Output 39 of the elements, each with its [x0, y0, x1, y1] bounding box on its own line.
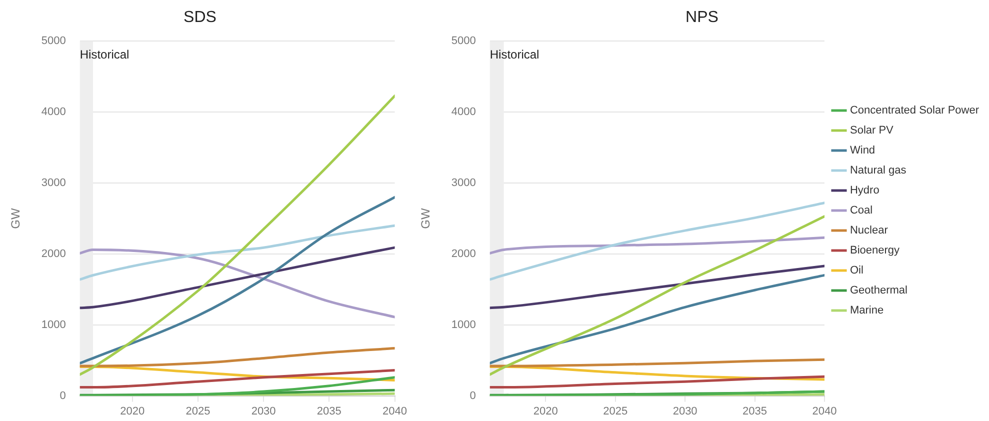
- y-tick-label: 4000: [451, 106, 476, 118]
- y-tick-label: 0: [470, 390, 476, 402]
- legend-label: Natural gas: [850, 164, 907, 177]
- x-tick-label: 2040: [812, 405, 837, 418]
- y-axis-title: GW: [418, 208, 433, 229]
- chart-title: NPS: [686, 9, 718, 26]
- x-tick-label: 2020: [120, 405, 145, 418]
- x-tick-label: 2030: [251, 405, 276, 418]
- x-tick-label: 2030: [672, 405, 698, 418]
- y-tick-label: 1000: [451, 318, 476, 331]
- legend-label: Nuclear: [850, 224, 888, 237]
- y-tick-label: 5000: [41, 35, 66, 48]
- y-tick-label: 1000: [41, 318, 66, 331]
- legend-label: Oil: [850, 264, 864, 277]
- y-tick-label: 3000: [451, 177, 476, 190]
- legend-label: Marine: [850, 304, 884, 317]
- x-tick-label: 2025: [186, 405, 210, 418]
- y-tick-label: 0: [60, 390, 66, 402]
- legend-label: Concentrated Solar Power: [850, 104, 980, 117]
- legend-label: Solar PV: [850, 124, 894, 137]
- y-tick-label: 3000: [41, 177, 66, 190]
- y-tick-label: 4000: [41, 106, 66, 118]
- x-tick-label: 2035: [316, 405, 342, 418]
- legend-label: Hydro: [850, 184, 880, 197]
- legend-label: Geothermal: [850, 284, 908, 297]
- y-tick-label: 2000: [451, 248, 476, 260]
- band-label: Historical: [490, 48, 540, 62]
- x-tick-label: 2025: [603, 405, 628, 418]
- y-tick-label: 5000: [451, 35, 476, 48]
- legend-label: Coal: [850, 204, 873, 217]
- y-axis-title: GW: [8, 208, 23, 229]
- x-tick-label: 2040: [382, 405, 408, 418]
- legend-label: Bioenergy: [850, 244, 900, 257]
- chart-title: SDS: [184, 9, 216, 26]
- legend-label: Wind: [850, 144, 876, 157]
- x-tick-label: 2020: [533, 405, 558, 418]
- band-label: Historical: [80, 48, 130, 62]
- x-tick-label: 2035: [742, 405, 768, 418]
- y-tick-label: 2000: [41, 248, 66, 260]
